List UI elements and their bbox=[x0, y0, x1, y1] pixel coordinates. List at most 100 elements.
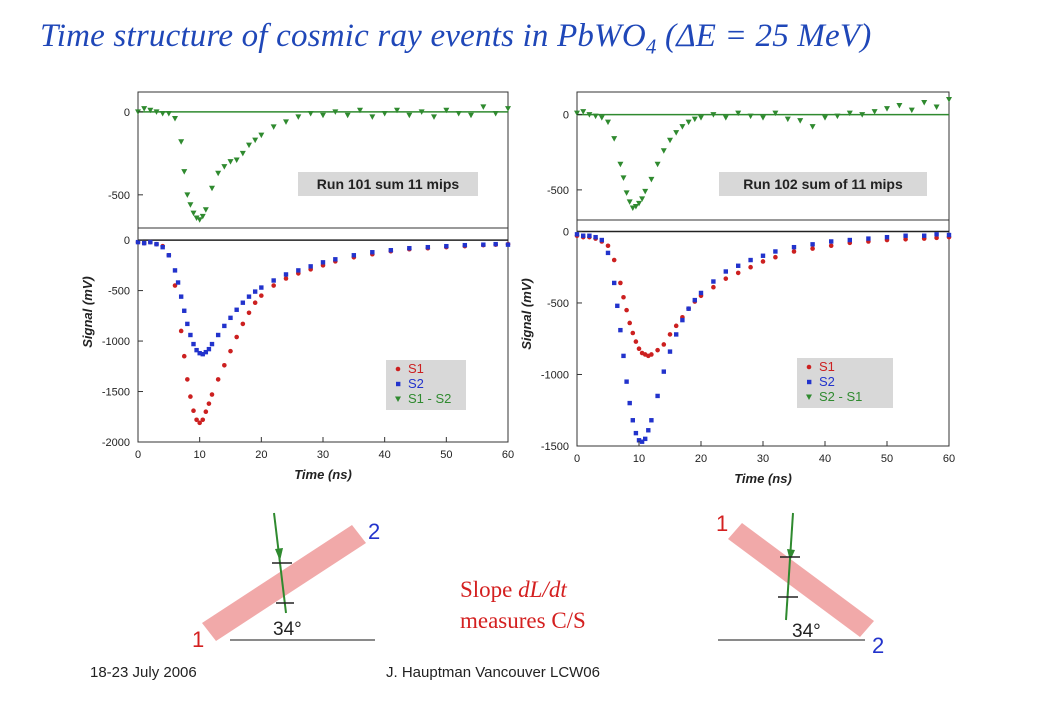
x-tick-label: 60 bbox=[943, 453, 955, 465]
end-label-2: 2 bbox=[872, 633, 884, 658]
diff-point bbox=[946, 97, 952, 103]
x-tick-label: 20 bbox=[255, 449, 267, 461]
angle-label: 34° bbox=[792, 621, 821, 642]
s2-point bbox=[222, 323, 227, 329]
s1-point bbox=[636, 346, 642, 352]
s1-point bbox=[621, 294, 626, 300]
annotation-text: Run 102 sum of 11 mips bbox=[743, 176, 903, 192]
s2-point bbox=[698, 290, 704, 296]
slope-line-2: measures C/S bbox=[460, 608, 586, 633]
s2-point bbox=[200, 351, 205, 357]
s2-point bbox=[178, 294, 184, 299]
s1-point bbox=[271, 283, 276, 288]
x-tick-label: 60 bbox=[502, 449, 514, 461]
diff-point bbox=[202, 207, 209, 213]
diff-point bbox=[592, 113, 599, 120]
s1-point bbox=[259, 293, 264, 298]
s2-point bbox=[605, 250, 611, 256]
s2-point bbox=[624, 379, 629, 384]
diff-point bbox=[492, 111, 499, 117]
s1-point bbox=[197, 420, 202, 426]
s2-point bbox=[135, 239, 141, 245]
s2-point bbox=[829, 239, 834, 244]
diff-point bbox=[685, 119, 692, 126]
diff-point bbox=[307, 111, 314, 117]
s2-point bbox=[252, 289, 258, 294]
s2-point bbox=[633, 430, 639, 436]
angle-label: 34° bbox=[273, 619, 302, 640]
diff-point bbox=[629, 205, 636, 211]
s2-point bbox=[194, 347, 199, 353]
x-tick-label: 0 bbox=[574, 453, 580, 465]
s1-point bbox=[181, 353, 187, 359]
diff-point bbox=[698, 115, 704, 121]
s2-point bbox=[388, 248, 394, 253]
diff-point bbox=[181, 169, 188, 175]
s2-point bbox=[259, 285, 264, 290]
s2-point bbox=[649, 418, 654, 423]
x-tick-label: 50 bbox=[881, 453, 893, 465]
s2-point bbox=[228, 315, 233, 321]
x-tick-label: 40 bbox=[819, 453, 831, 465]
lower-y-tick-label: -1000 bbox=[541, 369, 569, 381]
diff-point bbox=[896, 103, 903, 109]
legend-entry: S2 bbox=[819, 374, 835, 389]
diff-point bbox=[209, 185, 215, 192]
diff-point bbox=[660, 148, 667, 154]
s2-point bbox=[234, 307, 239, 312]
legend-entry: S2 - S1 bbox=[819, 389, 862, 404]
s2-point bbox=[748, 257, 753, 263]
s1-point bbox=[605, 243, 611, 249]
end-label-1: 1 bbox=[716, 511, 728, 536]
diff-point bbox=[332, 109, 339, 115]
diff-point bbox=[611, 136, 618, 142]
s1-point bbox=[206, 401, 212, 406]
s1-point bbox=[611, 257, 617, 263]
s2-point bbox=[723, 269, 728, 274]
s2-point bbox=[240, 300, 246, 305]
s2-point bbox=[621, 353, 626, 359]
slope-prefix: Slope bbox=[460, 577, 519, 602]
lower-y-tick-label: -1000 bbox=[102, 336, 130, 348]
s2-point bbox=[639, 439, 645, 444]
lower-y-tick-label: -1500 bbox=[102, 387, 130, 399]
s2-point bbox=[425, 244, 431, 250]
s1-point bbox=[618, 280, 623, 286]
legend-entry: S1 bbox=[819, 359, 835, 374]
diff-point bbox=[221, 164, 228, 170]
s2-point bbox=[160, 244, 165, 250]
s2-point bbox=[191, 341, 196, 347]
s2-point bbox=[351, 253, 357, 258]
s1-point bbox=[185, 377, 190, 382]
diff-point bbox=[654, 161, 661, 168]
s1-point bbox=[934, 235, 939, 241]
diff-point bbox=[859, 112, 866, 118]
annotation-box bbox=[719, 172, 927, 196]
particle-arrow bbox=[787, 549, 795, 561]
s2-point bbox=[612, 280, 617, 286]
s2-point bbox=[627, 400, 632, 406]
s1-point bbox=[200, 417, 206, 423]
s2-point bbox=[630, 418, 635, 423]
diff-point bbox=[574, 110, 580, 117]
diff-point bbox=[617, 161, 624, 168]
s1-point bbox=[633, 339, 639, 344]
x-tick-label: 10 bbox=[194, 449, 206, 461]
diff-point bbox=[605, 119, 611, 126]
s1-point bbox=[246, 310, 252, 316]
diff-point bbox=[921, 100, 928, 106]
left-geometry-diagram: 34° 1 2 bbox=[192, 512, 380, 652]
slope-caption: Slope dL/dt measures C/S bbox=[460, 574, 586, 636]
s2-point bbox=[680, 317, 685, 323]
s2-point bbox=[599, 237, 604, 243]
s2-point bbox=[946, 232, 952, 238]
diff-point bbox=[797, 118, 804, 124]
particle-arrow bbox=[275, 548, 283, 561]
end-label-1: 1 bbox=[192, 627, 204, 652]
legend-entry: S1 bbox=[408, 361, 424, 376]
s2-point bbox=[462, 242, 468, 248]
diff-point bbox=[933, 104, 940, 111]
lower-y-tick-label: -1500 bbox=[541, 441, 569, 453]
diff-point bbox=[357, 107, 363, 114]
s2-point bbox=[188, 332, 193, 338]
